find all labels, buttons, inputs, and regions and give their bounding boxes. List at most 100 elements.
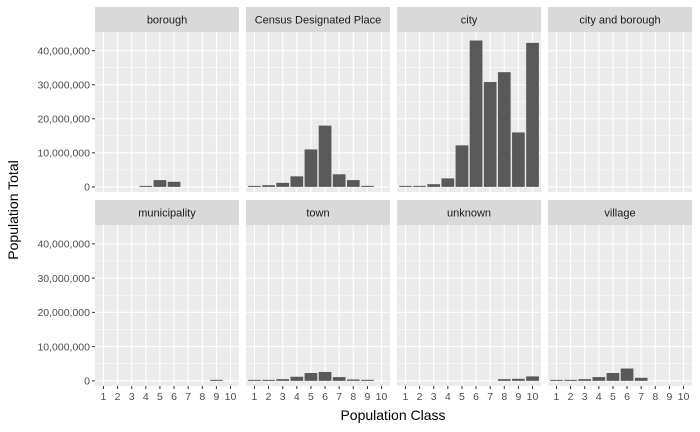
bar [564, 379, 577, 381]
facet-panel: borough [95, 7, 239, 192]
x-tick-label: 9 [364, 391, 370, 403]
bar [634, 377, 648, 381]
x-tick-label: 4 [143, 391, 149, 403]
x-tick-label: 10 [678, 391, 690, 403]
facet-strip [397, 7, 541, 32]
facet-strip-label: city and borough [579, 15, 660, 27]
bar [455, 145, 469, 187]
x-tick-label: 6 [473, 391, 479, 403]
panel-background [397, 225, 541, 386]
x-tick-label: 7 [487, 391, 493, 403]
facet-strip [246, 7, 390, 32]
bar [550, 379, 563, 381]
bar [526, 42, 539, 187]
bar [620, 368, 634, 381]
facet-panel: unknown [397, 200, 541, 386]
y-tick-label: 0 [84, 376, 90, 388]
x-tick-label: 1 [403, 391, 409, 403]
x-tick-label: 2 [266, 391, 272, 403]
facet-panel: Census Designated Place [246, 7, 390, 192]
x-tick-label: 6 [171, 391, 177, 403]
bar [304, 149, 318, 187]
bar [139, 185, 153, 187]
facet-strip-label: Census Designated Place [255, 15, 382, 27]
panel-background [548, 225, 692, 386]
x-tick-label: 5 [157, 391, 163, 403]
facet-strip-label: municipality [138, 208, 196, 220]
x-tick-label: 4 [445, 391, 451, 403]
x-tick-label: 8 [350, 391, 356, 403]
bar [413, 185, 426, 187]
x-tick-label: 2 [417, 391, 423, 403]
bar [153, 180, 167, 187]
panel-background [246, 225, 390, 386]
bar [167, 181, 181, 187]
panel-background [95, 225, 239, 386]
bar [276, 182, 290, 187]
bar [262, 379, 275, 381]
x-tick-label: 10 [225, 391, 237, 403]
y-tick-label: 20,000,000 [37, 307, 90, 319]
x-tick-label: 5 [459, 391, 465, 403]
x-tick-label: 5 [308, 391, 314, 403]
x-tick-label: 8 [199, 391, 205, 403]
facet-strip-label: village [604, 208, 635, 220]
x-tick-label: 5 [610, 391, 616, 403]
facet-strip [548, 7, 692, 32]
facet-strip [246, 200, 390, 225]
bar [290, 176, 304, 187]
bar [361, 379, 374, 381]
bar [399, 185, 412, 187]
x-tick-label: 4 [596, 391, 602, 403]
x-axis: 1 2 3 4 5 6 7 8 9 10 1 2 3 4 5 6 7 8 9 10 1 2 3 4 5 6 7 8 9 10 1 2 3 4 5 6 7… [101, 386, 690, 403]
facet-strip-label: borough [147, 15, 187, 27]
bar [483, 82, 497, 187]
x-tick-label: 7 [638, 391, 644, 403]
bar [332, 174, 346, 187]
panel-background [246, 32, 390, 192]
x-tick-label: 4 [294, 391, 300, 403]
panels-layer: borough Census Designated Place city city a… [95, 7, 692, 386]
x-tick-label: 9 [213, 391, 219, 403]
bar [497, 379, 511, 381]
x-tick-label: 6 [322, 391, 328, 403]
x-tick-label: 2 [568, 391, 574, 403]
facet-strip [548, 200, 692, 225]
bar [441, 178, 455, 187]
facet-panel: town [246, 200, 390, 386]
facet-strip [95, 200, 239, 225]
facet-panel: village [548, 200, 692, 386]
x-tick-label: 2 [115, 391, 121, 403]
facet-panel: city [397, 7, 541, 192]
facet-strip-label: town [306, 208, 329, 220]
y-axis: 0 10,000,000 20,000,000 30,000,000 40,000,00… [37, 46, 95, 388]
facet-strip-label: unknown [447, 208, 491, 220]
y-tick-label: 30,000,000 [37, 80, 90, 92]
bar [512, 378, 525, 381]
x-axis-title: Population Class [340, 407, 445, 423]
facet-strip-label: city [461, 15, 478, 27]
y-tick-label: 40,000,000 [37, 239, 90, 251]
x-tick-label: 3 [582, 391, 588, 403]
facet-panel: city and borough [548, 7, 692, 192]
bar [361, 185, 374, 187]
x-tick-label: 9 [666, 391, 672, 403]
y-tick-label: 10,000,000 [37, 341, 90, 353]
bar [469, 40, 483, 187]
panel-background [548, 32, 692, 192]
x-tick-label: 8 [652, 391, 658, 403]
bar [592, 377, 606, 381]
x-tick-label: 8 [501, 391, 507, 403]
x-tick-label: 7 [185, 391, 191, 403]
x-tick-label: 9 [515, 391, 521, 403]
x-tick-label: 7 [336, 391, 342, 403]
x-tick-label: 3 [280, 391, 286, 403]
bar [262, 185, 275, 187]
bar [304, 372, 318, 381]
facet-strip [397, 200, 541, 225]
bar [346, 379, 360, 381]
bar [606, 372, 620, 381]
bar [346, 180, 360, 187]
facet-panel: municipality [95, 200, 239, 386]
